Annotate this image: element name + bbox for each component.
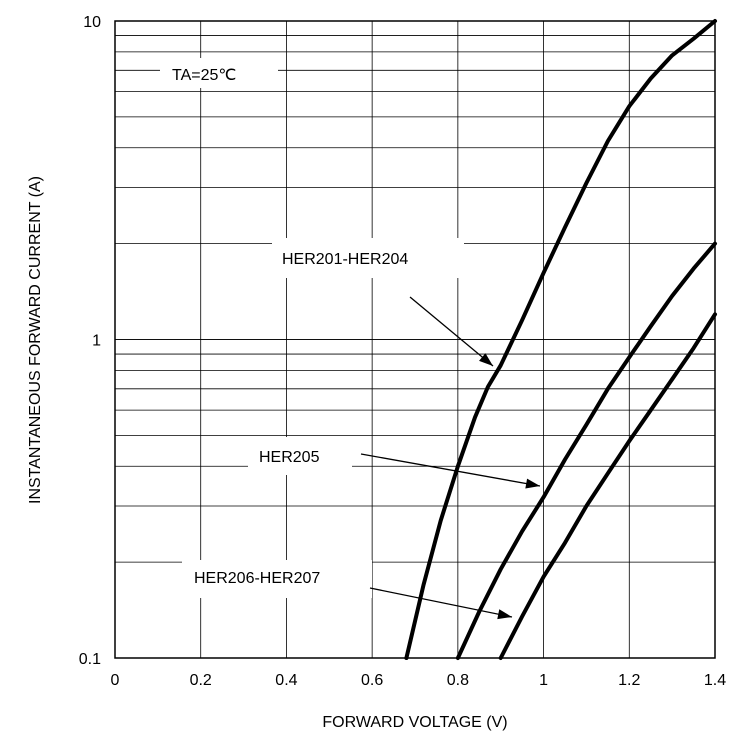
plot-frame (114, 20, 716, 659)
x-tick-label: 1.2 (618, 672, 640, 689)
series-curve-1 (404, 19, 717, 660)
arrow-her205-head (525, 478, 540, 489)
curve-label-her201-her204: HER201-HER204 (282, 251, 408, 268)
curve-label-her206-her207: HER206-HER207 (194, 570, 320, 587)
y-axis-title: INSTANTANEOUS FORWARD CURRENT (A) (27, 176, 44, 504)
temp-note-background (160, 58, 278, 88)
y-tick-label: 10 (83, 14, 101, 31)
arrow-her206-her207-head (497, 609, 512, 620)
x-tick-label: 0 (111, 672, 120, 689)
arrow-her206-her207-shaft (369, 587, 513, 618)
series-curve-3 (498, 312, 717, 660)
x-tick-label: 0.6 (361, 672, 383, 689)
x-tick-label: 0.2 (190, 672, 212, 689)
label-bg-1 (272, 238, 464, 278)
temp-annotation: TA=25℃ (172, 67, 236, 84)
x-tick-label: 1 (539, 672, 548, 689)
tick-labels: 0 0.2 0.4 0.6 0.8 1 1.2 1.4 0.1 1 10 (79, 14, 726, 689)
arrow-her201-her204-head (479, 353, 493, 366)
x-tick-label: 0.4 (275, 672, 297, 689)
label-arrows (360, 296, 541, 620)
curves (404, 19, 717, 660)
arrow-her205-shaft (360, 453, 541, 487)
x-tick-label: 0.8 (447, 672, 469, 689)
y-tick-label: 0.1 (79, 651, 101, 668)
grid (114, 20, 716, 659)
arrow-her201-her204-shaft (409, 296, 494, 367)
curve-label-her205: HER205 (259, 449, 320, 466)
label-bg-3 (182, 560, 372, 598)
x-axis-title: FORWARD VOLTAGE (V) (322, 714, 507, 731)
label-bg-2 (248, 437, 352, 475)
series-curve-2 (455, 241, 717, 660)
x-tick-label: 1.4 (704, 672, 726, 689)
y-tick-label: 1 (92, 333, 101, 350)
